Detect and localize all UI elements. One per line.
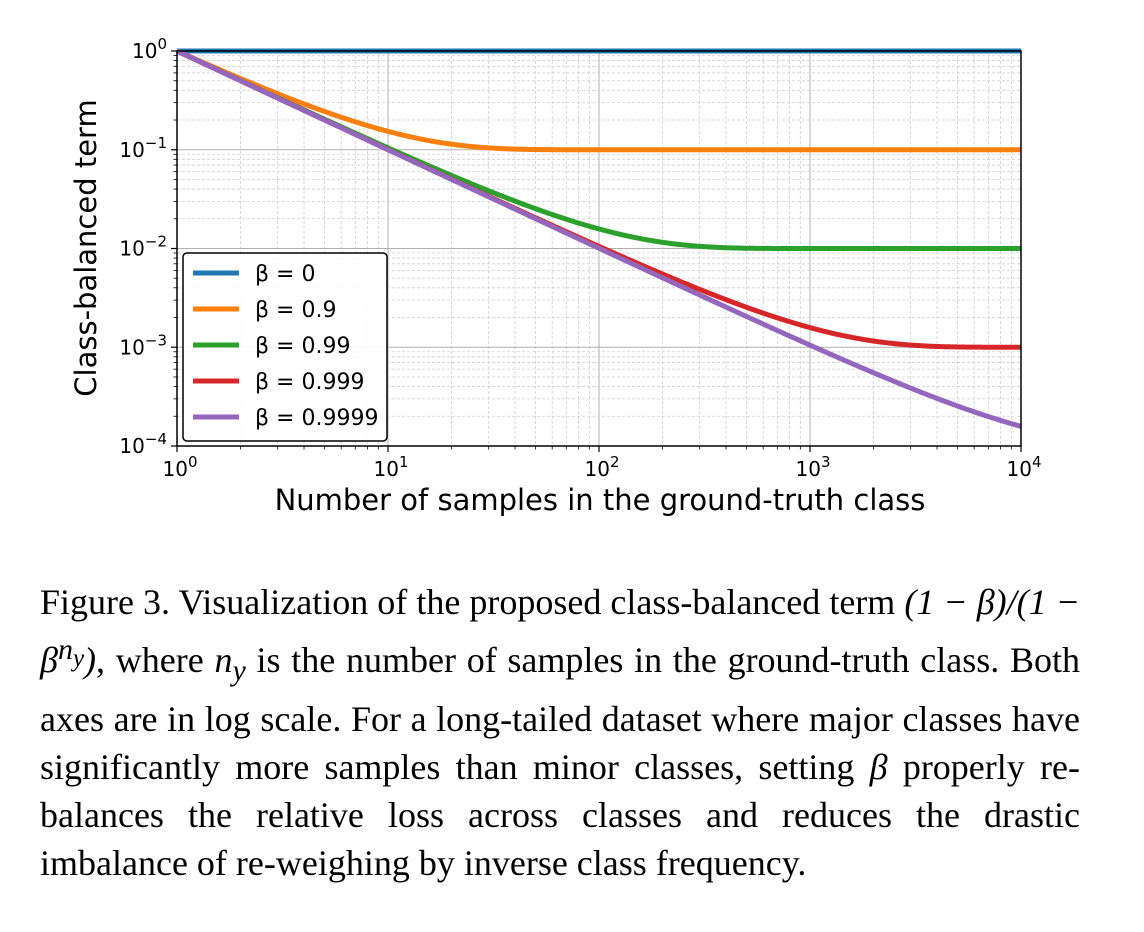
legend-box [182, 252, 388, 442]
y-tick-label-4: 10−4 [119, 430, 167, 458]
x-tick-label-2: 102 [585, 453, 620, 481]
caption-var-n: ny [214, 640, 246, 688]
formula-separator: / [1006, 582, 1017, 622]
caption-middle-1: , where [96, 640, 215, 680]
x-tick-label-0: 100 [163, 453, 198, 481]
legend-label-0: β = 0 [255, 262, 315, 287]
y-tick-label-3: 10−3 [119, 331, 167, 359]
formula-exponent-sub: y [72, 645, 85, 672]
series-line-1 [175, 48, 1022, 153]
legend-label-2: β = 0.99 [255, 334, 350, 359]
series-line-4 [175, 48, 1022, 429]
legend-label-1: β = 0.9 [255, 298, 336, 323]
caption-prefix: Figure 3. Visualization of the proposed … [40, 582, 905, 622]
legend: β = 0 β = 0.9 β = 0.99 β = 0.999 β = 0.9999 [182, 252, 388, 442]
class-balanced-term-chart: 100 101 102 103 104 100 10−1 10−2 10−3 10−4 β = 0… [69, 35, 1042, 517]
y-tick-label-2: 10−2 [119, 233, 167, 261]
legend-label-4: β = 0.9999 [255, 406, 378, 431]
x-tick-label-4: 104 [1007, 453, 1042, 481]
caption-formula: (1 − β)/(1 − βny) [40, 582, 1080, 680]
caption-var-beta: β [869, 747, 888, 788]
formula-numerator: (1 − β) [904, 582, 1007, 622]
x-tick-label-1: 101 [374, 453, 409, 481]
y-tick-label-1: 10−1 [119, 134, 167, 162]
series-lines [175, 48, 1022, 429]
legend-label-3: β = 0.999 [255, 370, 364, 395]
formula-exponent: n [57, 633, 73, 666]
formula-denominator-open: (1 − β [40, 582, 1081, 680]
ticks: 100 101 102 103 104 100 10−1 10−2 10−3 10−4 [119, 35, 1041, 481]
x-axis-label: Number of samples in the ground-truth cl… [275, 483, 926, 517]
y-axis-label: Class-balanced term [69, 99, 103, 396]
caption-suffix: properly re-balances the relative loss a… [40, 747, 1080, 884]
figure-caption: Figure 3. Visualization of the proposed … [40, 578, 1080, 887]
y-tick-label-0: 100 [132, 35, 167, 63]
caption-middle-2: is the number of samples in the ground-t… [40, 640, 1081, 788]
formula-denominator-close: ) [84, 640, 97, 680]
x-tick-label-3: 103 [796, 453, 831, 481]
